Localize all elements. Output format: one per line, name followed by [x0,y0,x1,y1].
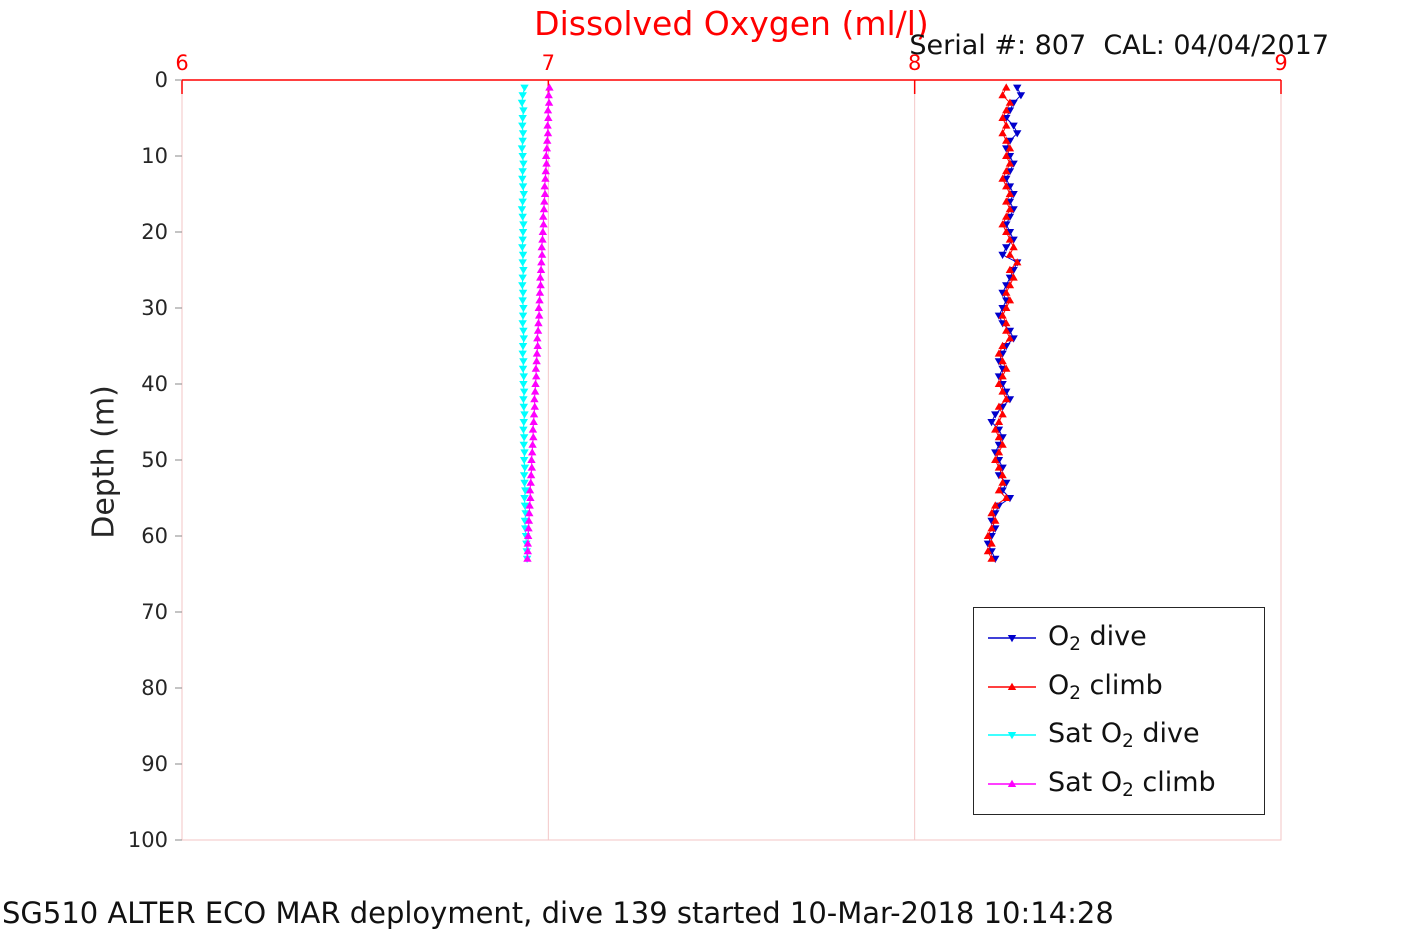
svg-text:20: 20 [141,220,168,244]
o2-climb-marker-icon [988,682,1036,690]
svg-text:9: 9 [1274,51,1287,75]
legend: O2 dive O2 climb Sat O2 dive Sat O2 clim… [973,607,1265,815]
svg-text:60: 60 [141,524,168,548]
legend-item-sat-o2-dive: Sat O2 dive [986,718,1264,752]
legend-label: Sat O2 climb [1048,766,1216,801]
svg-text:10: 10 [141,144,168,168]
o2-dive-marker-icon [988,635,1036,643]
sat-o2-climb-marker-icon [988,779,1036,787]
svg-text:100: 100 [128,828,168,852]
svg-text:90: 90 [141,752,168,776]
legend-item-sat-o2-climb: Sat O2 climb [986,767,1264,801]
legend-item-o2-climb: O2 climb [986,670,1264,704]
svg-text:40: 40 [141,372,168,396]
svg-text:50: 50 [141,448,168,472]
svg-text:30: 30 [141,296,168,320]
svg-text:0: 0 [155,68,168,92]
svg-text:7: 7 [542,51,555,75]
svg-text:8: 8 [908,51,921,75]
y-axis-label: Depth (m) [86,385,122,539]
deployment-caption: SG510 ALTER ECO MAR deployment, dive 139… [2,896,1114,930]
chart-title: Dissolved Oxygen (ml/l) [534,4,929,43]
serial-cal-label: Serial #: 807 CAL: 04/04/2017 [909,30,1329,61]
legend-label: O2 dive [1048,621,1147,656]
svg-text:70: 70 [141,600,168,624]
sat-o2-dive-marker-icon [988,732,1036,740]
legend-item-o2-dive: O2 dive [986,621,1264,655]
legend-label: O2 climb [1048,669,1163,704]
svg-text:80: 80 [141,676,168,700]
svg-text:6: 6 [175,51,188,75]
legend-label: Sat O2 dive [1048,718,1200,753]
